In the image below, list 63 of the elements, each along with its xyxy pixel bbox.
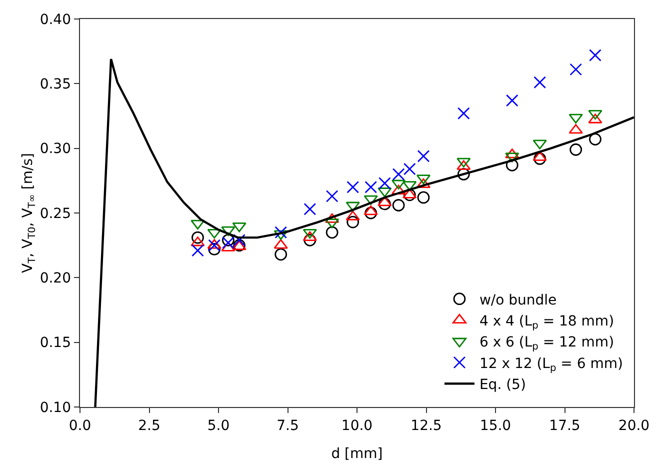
x-tick-label: 2.5 <box>138 418 160 434</box>
point <box>589 133 602 146</box>
point <box>208 243 221 256</box>
point <box>378 177 391 190</box>
y-tick-label: 0.35 <box>40 76 71 93</box>
x-tick-label: 7.5 <box>276 418 299 434</box>
y-tick-label: 0.15 <box>40 335 71 352</box>
point <box>534 76 546 89</box>
legend-label: w/o bundle <box>479 292 557 308</box>
point <box>326 226 338 239</box>
point <box>403 162 416 176</box>
legend-label: 4 x 4 (L$_{p}$ = 18 mm) <box>479 314 614 332</box>
x-tick-label: 20.0 <box>618 418 650 434</box>
point <box>302 231 317 242</box>
y-tick-label: 0.25 <box>40 206 71 222</box>
point <box>364 180 378 194</box>
point <box>506 158 518 172</box>
point <box>570 143 582 156</box>
x-tick-label: 15.0 <box>480 418 512 434</box>
point <box>588 110 602 120</box>
legend-label: 12 x 12 (L$_{p}$ = 6 mm) <box>479 356 623 374</box>
point <box>364 206 378 220</box>
point <box>304 202 316 216</box>
point <box>274 226 288 239</box>
point <box>392 168 405 180</box>
x-tick-label: 5.0 <box>207 418 230 434</box>
point <box>378 198 391 210</box>
point <box>232 222 246 232</box>
point <box>417 191 430 204</box>
point <box>378 196 392 206</box>
legend-label: Eq. (5) <box>479 377 526 394</box>
point <box>570 63 582 76</box>
x-axis-title: d [mm] <box>331 446 383 462</box>
point <box>192 244 204 257</box>
x-tick-label: 17.5 <box>549 418 580 434</box>
x-tick-label: 12.5 <box>410 418 442 434</box>
point <box>302 228 317 239</box>
point <box>534 152 546 165</box>
y-tick-label: 0.40 <box>40 12 71 28</box>
point <box>589 49 602 62</box>
legend-label: 6 x 6 (L$_{p}$ = 12 mm) <box>479 334 614 353</box>
x-tick-label: 0.0 <box>68 418 92 434</box>
point <box>346 216 360 228</box>
point <box>392 199 405 212</box>
y-tick-label: 0.10 <box>40 400 71 416</box>
point <box>222 234 234 246</box>
point <box>208 239 221 252</box>
point <box>192 231 204 244</box>
point <box>346 180 360 194</box>
line-series <box>94 58 634 407</box>
point <box>326 190 338 202</box>
point <box>506 94 518 107</box>
point <box>207 228 222 239</box>
y-tick-label: 0.30 <box>40 141 71 158</box>
point <box>304 234 316 246</box>
point <box>190 220 205 230</box>
point <box>403 188 416 202</box>
y-tick-label: 0.20 <box>40 270 71 287</box>
point <box>457 107 470 120</box>
point <box>457 168 470 180</box>
x-tick-label: 10.0 <box>341 418 373 434</box>
point <box>274 248 288 261</box>
point <box>417 150 430 162</box>
